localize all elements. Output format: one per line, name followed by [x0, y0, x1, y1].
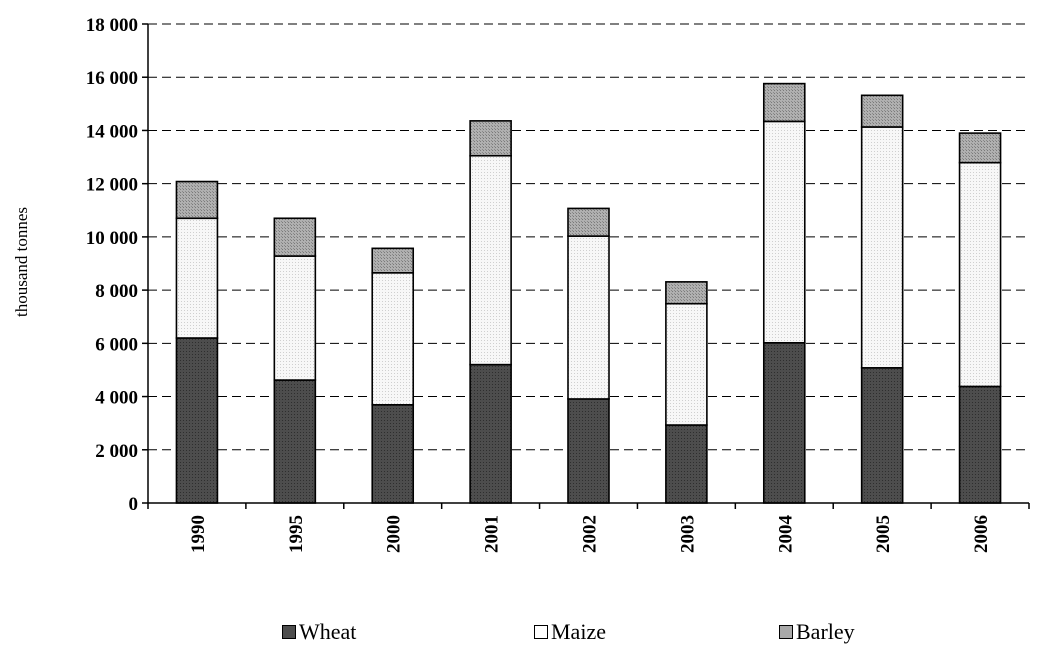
bar-segment-barley: [567, 207, 610, 237]
bar-segment-barley: [469, 120, 512, 157]
y-tick-labels: 0 2 000 4 000 6 000 8 000 10 000 12 000 14 000 1…: [86, 15, 138, 515]
y-tick-label: 8 000: [95, 281, 138, 302]
x-tick-label: 2004: [775, 515, 796, 554]
bar-segment-maize: [371, 272, 415, 406]
y-tick-label: 10 000: [86, 228, 138, 249]
y-tick-label: 0: [129, 494, 139, 515]
axes: [142, 23, 1030, 509]
x-tick-label: 1990: [188, 515, 209, 553]
legend-label-maize: Maize: [551, 619, 606, 644]
y-tick-label: 4 000: [95, 388, 138, 409]
y-tick-label: 16 000: [86, 68, 138, 89]
stacked-bar-chart: 0 2 000 4 000 6 000 8 000 10 000 12 000 14 000 1…: [12, 15, 1030, 554]
bar-segment-maize: [175, 217, 219, 339]
bar-segment-wheat: [567, 398, 610, 504]
legend-label-barley: Barley: [796, 619, 855, 644]
legend-item-wheat: Wheat: [282, 621, 356, 643]
x-tick-label: 2000: [384, 515, 405, 553]
y-tick-label: 18 000: [86, 15, 138, 36]
x-tick-label: 2006: [971, 515, 992, 553]
bar-segment-wheat: [469, 363, 512, 504]
y-tick-label: 14 000: [86, 121, 138, 142]
bar-segment-maize: [958, 161, 1002, 388]
legend-swatch-barley: [779, 625, 793, 639]
bar-segment-wheat: [958, 385, 1002, 504]
bar-segment-barley: [860, 94, 904, 128]
bar-segment-maize: [273, 255, 317, 381]
bar-segment-wheat: [860, 367, 904, 504]
y-axis-label: thousand tonnes: [12, 207, 31, 317]
x-tick-label: 2005: [873, 515, 894, 553]
legend-item-maize: Maize: [534, 621, 606, 643]
y-tick-label: 6 000: [95, 334, 138, 355]
bar-segment-barley: [958, 132, 1002, 164]
bar-segment-wheat: [175, 337, 219, 504]
bars: [175, 82, 1002, 504]
bar-segment-maize: [860, 126, 904, 369]
bar-segment-maize: [567, 235, 610, 400]
legend-swatch-maize: [534, 625, 548, 639]
x-tick-label: 1995: [286, 515, 307, 553]
x-tick-label: 2001: [482, 515, 503, 553]
y-tick-label: 12 000: [86, 175, 138, 196]
bar-segment-wheat: [762, 342, 806, 504]
bar-segment-barley: [665, 281, 708, 305]
bar-segment-barley: [371, 247, 415, 274]
bar-segment-maize: [469, 154, 512, 366]
bar-segment-maize: [762, 120, 806, 344]
bar-segment-wheat: [371, 404, 415, 504]
bar-segment-wheat: [665, 424, 708, 504]
legend: Wheat Maize Barley: [0, 619, 1038, 647]
bar-segment-barley: [273, 217, 317, 257]
bar-segment-wheat: [273, 379, 317, 504]
legend-item-barley: Barley: [779, 621, 855, 643]
x-tick-label: 2003: [677, 515, 698, 553]
bar-segment-maize: [665, 302, 708, 426]
bar-segment-barley: [762, 82, 806, 123]
legend-label-wheat: Wheat: [299, 619, 357, 644]
y-tick-label: 2 000: [95, 441, 138, 462]
legend-swatch-wheat: [282, 625, 296, 639]
bar-segment-barley: [175, 180, 219, 220]
x-tick-label: 2002: [580, 515, 601, 553]
x-tick-labels: 1990 1995 2000 2001 2002 2003 2004 2005 2006: [188, 515, 992, 554]
